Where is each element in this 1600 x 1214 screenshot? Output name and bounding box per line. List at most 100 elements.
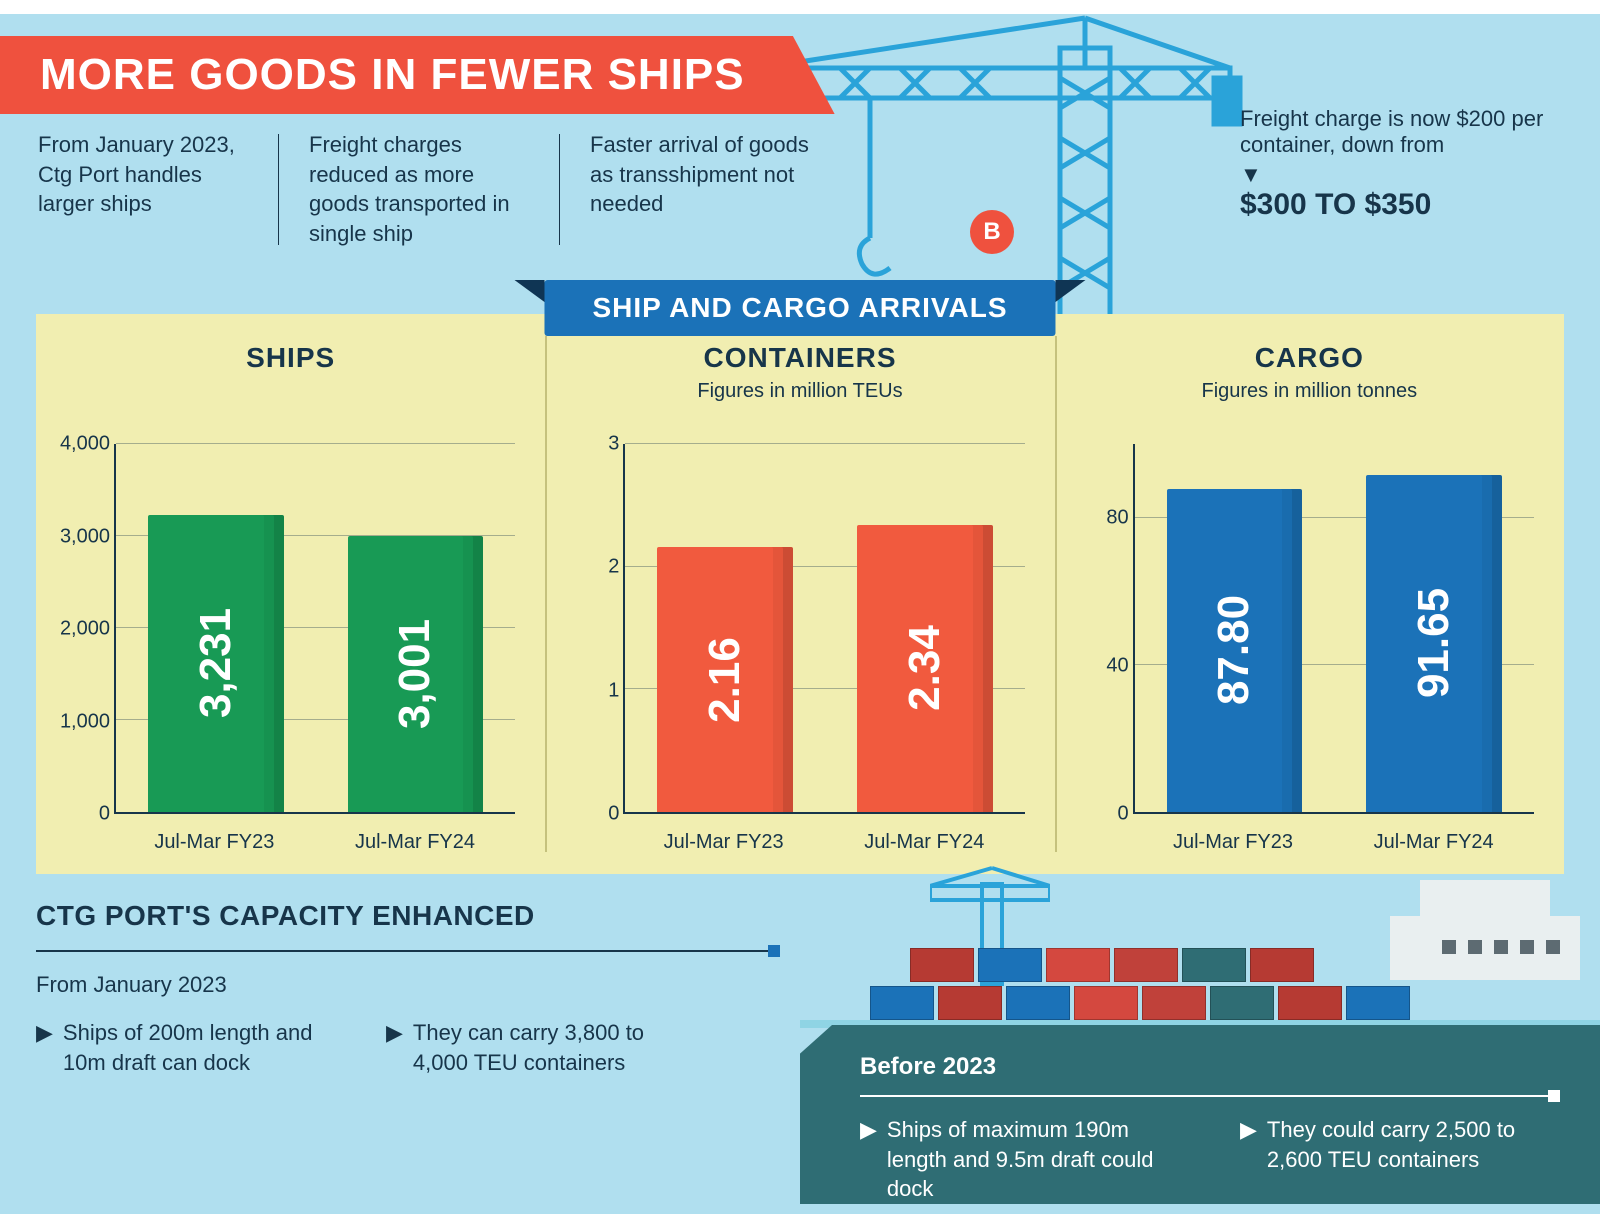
after-bullet-1: ▶Ships of 200m length and 10m draft can … bbox=[36, 1018, 336, 1077]
ship-art: Before 2023 ▶Ships of maximum 190m lengt… bbox=[800, 870, 1600, 1204]
y-tick: 3,000 bbox=[38, 525, 110, 548]
container-icon bbox=[938, 986, 1002, 1020]
x-label: Jul-Mar FY23 bbox=[1173, 831, 1293, 854]
chart-subtitle: Figures in million tonnes bbox=[1079, 380, 1540, 403]
bar: 91.65 bbox=[1366, 475, 1502, 812]
main-title: MORE GOODS IN FEWER SHIPS bbox=[0, 36, 835, 114]
ship-windows bbox=[1442, 940, 1560, 954]
container-row bbox=[910, 948, 1314, 982]
bar: 2.34 bbox=[857, 525, 993, 812]
intro-row: From January 2023, Ctg Port handles larg… bbox=[38, 130, 860, 249]
container-icon bbox=[1182, 948, 1246, 982]
y-tick: 80 bbox=[1057, 507, 1129, 530]
top-white-bar bbox=[0, 0, 1600, 14]
rule-line bbox=[36, 950, 780, 952]
before-bullet-1-text: Ships of maximum 190m length and 9.5m dr… bbox=[887, 1115, 1190, 1204]
chart-area: 3,2313,00101,0002,0003,0004,000 bbox=[114, 444, 515, 814]
y-axis: 01,0002,0003,0004,000 bbox=[38, 444, 110, 814]
freight-range: $300 TO $350 bbox=[1240, 188, 1560, 222]
bar-value: 87.80 bbox=[1209, 595, 1259, 705]
rule-node-icon bbox=[1548, 1090, 1560, 1102]
bar-value: 2.16 bbox=[700, 637, 750, 723]
chart-area: 87.8091.6504080 bbox=[1133, 444, 1534, 814]
plot: 3,231 3,001 bbox=[114, 444, 515, 814]
x-label: Jul-Mar FY23 bbox=[664, 831, 784, 854]
after-label: From January 2023 bbox=[36, 972, 780, 998]
y-tick: 0 bbox=[38, 803, 110, 826]
bar: 3,001 bbox=[348, 536, 484, 812]
bar: 2.16 bbox=[657, 547, 793, 812]
bar-value: 3,231 bbox=[191, 608, 241, 718]
capacity-section: CTG PORT'S CAPACITY ENHANCED From Januar… bbox=[36, 900, 1564, 1204]
freight-box: Freight charge is now $200 per container… bbox=[1240, 106, 1560, 222]
before-bullet-1: ▶Ships of maximum 190m length and 9.5m d… bbox=[860, 1115, 1190, 1204]
bullet-icon: ▶ bbox=[386, 1018, 403, 1077]
bullet-icon: ▶ bbox=[36, 1018, 53, 1077]
bullet-icon: ▶ bbox=[1240, 1115, 1257, 1204]
container-icon bbox=[1006, 986, 1070, 1020]
bar: 87.80 bbox=[1167, 489, 1303, 812]
plot: 2.16 2.34 bbox=[623, 444, 1024, 814]
y-tick: 1 bbox=[547, 679, 619, 702]
y-axis: 0123 bbox=[547, 444, 619, 814]
intro-1: From January 2023, Ctg Port handles larg… bbox=[38, 130, 248, 219]
x-label: Jul-Mar FY24 bbox=[355, 831, 475, 854]
chart-title: SHIPS bbox=[60, 342, 521, 374]
container-icon bbox=[1250, 948, 1314, 982]
container-icon bbox=[910, 948, 974, 982]
panel-containers: CONTAINERS Figures in million TEUs 2.16 2.3… bbox=[545, 314, 1054, 874]
capacity-heading: CTG PORT'S CAPACITY ENHANCED bbox=[36, 900, 780, 932]
arrivals-banner: SHIP AND CARGO ARRIVALS bbox=[544, 280, 1055, 336]
after-bullet-2-text: They can carry 3,800 to 4,000 TEU contai… bbox=[413, 1018, 686, 1077]
container-icon bbox=[870, 986, 934, 1020]
panel-ships: SHIPS 3,231 3,001 0 1,000 2,000 3,000 4,000 Jul-… bbox=[36, 314, 545, 874]
y-tick: 1,000 bbox=[38, 710, 110, 733]
freight-line: Freight charge is now $200 per container… bbox=[1240, 106, 1560, 158]
bars: 3,231 3,001 bbox=[116, 444, 515, 812]
intro-2: Freight charges reduced as more goods tr… bbox=[309, 130, 529, 249]
panel-cargo: CARGO Figures in million tonnes 87.80 91.65… bbox=[1055, 314, 1564, 874]
bars: 87.80 91.65 bbox=[1135, 444, 1534, 812]
before-bullet-2: ▶They could carry 2,500 to 2,600 TEU con… bbox=[1240, 1115, 1560, 1204]
rule-node-icon bbox=[768, 945, 780, 957]
bar-value: 3,001 bbox=[390, 619, 440, 729]
x-labels: Jul-Mar FY23 Jul-Mar FY24 bbox=[114, 831, 515, 854]
y-tick: 2 bbox=[547, 556, 619, 579]
container-icon bbox=[1114, 948, 1178, 982]
y-tick: 4,000 bbox=[38, 433, 110, 456]
x-label: Jul-Mar FY23 bbox=[154, 831, 274, 854]
plot: 87.80 91.65 bbox=[1133, 444, 1534, 814]
container-icon bbox=[1074, 986, 1138, 1020]
bar-value: 2.34 bbox=[900, 626, 950, 712]
after-bullet-1-text: Ships of 200m length and 10m draft can d… bbox=[63, 1018, 336, 1077]
container-icon bbox=[1346, 986, 1410, 1020]
container-icon bbox=[1046, 948, 1110, 982]
chart-subtitle: Figures in million TEUs bbox=[569, 380, 1030, 403]
x-label: Jul-Mar FY24 bbox=[864, 831, 984, 854]
x-label: Jul-Mar FY24 bbox=[1374, 831, 1494, 854]
bar-value: 91.65 bbox=[1409, 588, 1459, 698]
y-tick: 0 bbox=[1057, 803, 1129, 826]
container-icon bbox=[1142, 986, 1206, 1020]
before-bullet-2-text: They could carry 2,500 to 2,600 TEU cont… bbox=[1267, 1115, 1560, 1204]
capacity-before: Before 2023 ▶Ships of maximum 190m lengt… bbox=[820, 900, 1564, 1204]
chart-title: CARGO bbox=[1079, 342, 1540, 374]
x-labels: Jul-Mar FY23 Jul-Mar FY24 bbox=[1133, 831, 1534, 854]
y-tick: 0 bbox=[547, 803, 619, 826]
charts-strip: SHIPS 3,231 3,001 0 1,000 2,000 3,000 4,000 Jul-… bbox=[36, 314, 1564, 874]
bullet-icon: ▶ bbox=[860, 1115, 877, 1204]
arrivals-banner-label: SHIP AND CARGO ARRIVALS bbox=[544, 280, 1055, 336]
x-labels: Jul-Mar FY23 Jul-Mar FY24 bbox=[623, 831, 1024, 854]
capacity-after: CTG PORT'S CAPACITY ENHANCED From Januar… bbox=[36, 900, 780, 1204]
before-label: Before 2023 bbox=[860, 1053, 1560, 1081]
ship-deck: Before 2023 ▶Ships of maximum 190m lengt… bbox=[800, 1025, 1600, 1204]
bars: 2.16 2.34 bbox=[625, 444, 1024, 812]
rule-line bbox=[860, 1095, 1560, 1097]
container-row bbox=[870, 986, 1410, 1020]
y-tick: 3 bbox=[547, 433, 619, 456]
y-tick: 2,000 bbox=[38, 618, 110, 641]
source-badge: B bbox=[970, 210, 1014, 254]
container-icon bbox=[1210, 986, 1274, 1020]
y-tick: 40 bbox=[1057, 655, 1129, 678]
chart-title: CONTAINERS bbox=[569, 342, 1030, 374]
